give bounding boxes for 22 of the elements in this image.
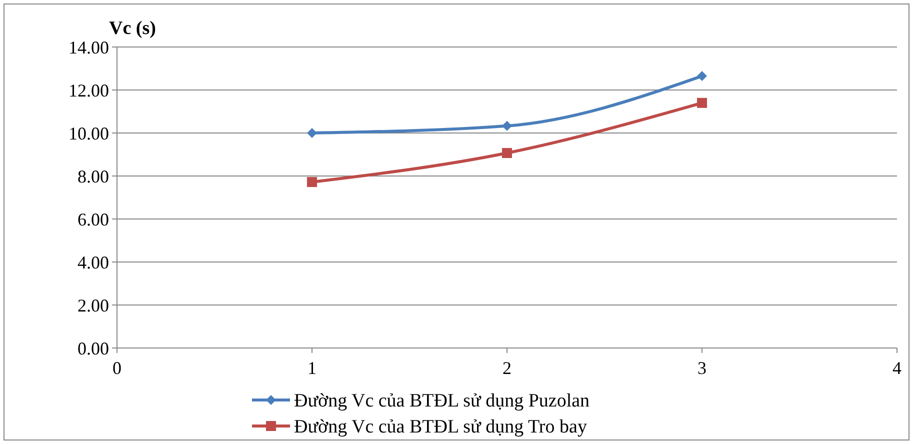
x-tick-label: 3: [698, 358, 706, 378]
x-tick-label: 2: [502, 358, 512, 378]
legend-label: Đường Vc của BTĐL sử dụng Tro bay: [294, 416, 588, 438]
y-tick-label: 0.00: [78, 338, 109, 358]
point: [307, 128, 317, 138]
legend-label: Đường Vc của BTĐL sử dụng Puzolan: [294, 390, 590, 412]
y-tick-label: 2.00: [78, 295, 109, 316]
point: [307, 177, 317, 188]
point: [697, 71, 707, 82]
y-tick-label: 6.00: [78, 209, 109, 230]
y-axis-title: Vc (s): [109, 18, 156, 39]
y-tick-label: 10.00: [68, 123, 109, 144]
y-tick-label: 8.00: [78, 166, 109, 186]
y-tick-label: 14.00: [68, 37, 109, 58]
y-tick-label: 12.00: [68, 80, 109, 100]
x-tick-label: 1: [308, 358, 316, 378]
x-tick-label: 4: [892, 358, 902, 378]
point: [502, 120, 512, 131]
x-tick-label: 0: [112, 358, 122, 378]
point: [697, 98, 707, 108]
point: [502, 148, 512, 158]
y-tick-label: 4.00: [78, 252, 109, 272]
